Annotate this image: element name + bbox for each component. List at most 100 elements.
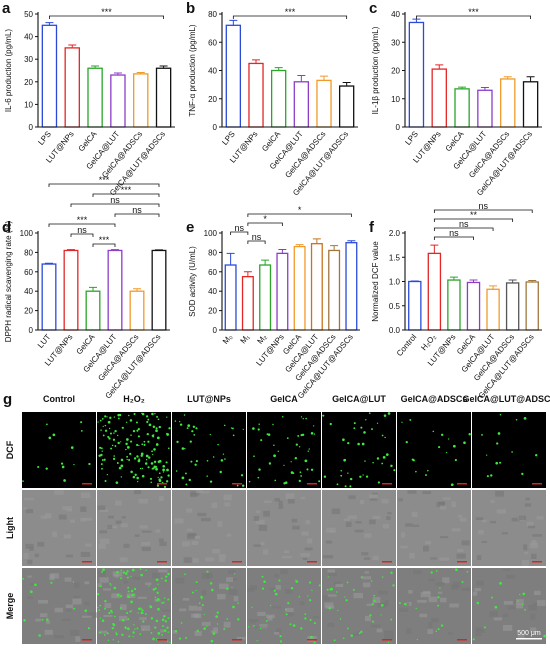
fluorescent-spot [130, 434, 132, 436]
texture [80, 551, 91, 558]
fluorescent-spot [84, 609, 88, 612]
y-tick-label: 100 [204, 229, 218, 238]
fluorescent-spot [188, 478, 191, 482]
fluorescent-spot [104, 599, 107, 603]
texture [324, 602, 334, 608]
scale-bar [232, 561, 242, 563]
error-bar [347, 240, 356, 243]
texture [472, 591, 478, 596]
texture [25, 543, 34, 549]
error-bar [68, 44, 77, 48]
texture [218, 558, 225, 563]
fluorescent-spot [112, 639, 114, 641]
fluorescent-spot [88, 462, 91, 466]
texture [213, 627, 218, 634]
error-bar [113, 72, 122, 76]
texture [457, 548, 464, 553]
fluorescent-spot [461, 580, 464, 583]
fluorescent-spot [166, 433, 170, 436]
texture [118, 615, 128, 621]
significance-bracket [247, 240, 266, 244]
fluorescent-spot [206, 475, 208, 477]
texture [40, 515, 48, 519]
significance-label: ns [479, 201, 489, 211]
fluorescent-spot [155, 429, 158, 433]
fluorescent-spot [125, 421, 128, 424]
texture [372, 492, 378, 496]
texture [536, 516, 544, 520]
fluorescent-spot [101, 450, 103, 452]
texture [300, 601, 305, 606]
texture [233, 596, 239, 602]
texture [274, 573, 279, 578]
fluorescent-spot [210, 639, 214, 643]
fluorescent-spot [298, 596, 301, 598]
significance-label: ns [110, 195, 120, 205]
fluorescent-spot [195, 589, 197, 592]
panel-label: a [2, 0, 11, 17]
significance-bracket [48, 223, 116, 227]
significance-label: *** [99, 175, 110, 185]
texture [217, 521, 223, 527]
fluorescent-spot [393, 469, 396, 472]
fluorescent-spot [342, 637, 345, 640]
texture [278, 504, 284, 509]
texture [99, 630, 107, 634]
scale-bar [82, 483, 92, 485]
fluorescent-spot [131, 568, 135, 572]
fluorescent-spot [169, 641, 171, 644]
fluorescent-spot [114, 615, 116, 618]
fluorescent-spot [108, 437, 111, 440]
bar [477, 89, 493, 128]
fluorescent-spot [206, 459, 209, 462]
texture [140, 625, 151, 631]
fluorescent-spot [132, 429, 136, 433]
x-tick-label: GelCA [260, 129, 282, 153]
scale-bar [82, 639, 92, 641]
texture [162, 609, 170, 612]
texture [27, 575, 32, 578]
texture [475, 627, 483, 632]
fluorescent-spot [104, 424, 107, 427]
fluorescent-spot [130, 589, 134, 593]
texture [523, 544, 528, 551]
texture [526, 521, 534, 527]
fluorescent-spot [140, 452, 144, 456]
fluorescent-spot [139, 568, 142, 571]
fluorescent-spot [150, 617, 154, 620]
texture [482, 519, 487, 523]
fluorescent-spot [455, 568, 458, 572]
bar [259, 264, 272, 331]
texture [44, 629, 53, 635]
fluorescent-spot [231, 586, 233, 588]
fluorescent-spot [148, 585, 150, 587]
fluorescent-spot [38, 634, 41, 637]
texture [259, 624, 268, 627]
texture [425, 540, 432, 545]
texture [200, 491, 210, 494]
texture [186, 534, 195, 540]
fluorescent-spot [217, 443, 219, 446]
significance-label: ns [459, 219, 469, 229]
fluorescent-spot [274, 592, 278, 596]
bar [110, 74, 126, 128]
fluorescent-spot [353, 427, 356, 430]
texture [111, 593, 121, 599]
fluorescent-spot [289, 623, 292, 626]
fluorescent-spot [189, 440, 192, 443]
fluorescent-spot [283, 464, 285, 466]
fluorescent-spot [261, 575, 264, 578]
texture [533, 590, 541, 595]
fluorescent-spot [161, 602, 163, 604]
fluorescent-spot [111, 626, 114, 630]
fluorescent-spot [279, 635, 282, 638]
significance-bracket [433, 236, 474, 240]
texture [369, 498, 378, 501]
significance-label: * [298, 205, 302, 215]
fluorescent-spot [134, 473, 137, 476]
fluorescent-spot [111, 611, 113, 614]
texture [517, 634, 525, 640]
texture [527, 525, 536, 529]
fluorescent-spot [100, 429, 102, 431]
fluorescent-spot [126, 458, 128, 461]
